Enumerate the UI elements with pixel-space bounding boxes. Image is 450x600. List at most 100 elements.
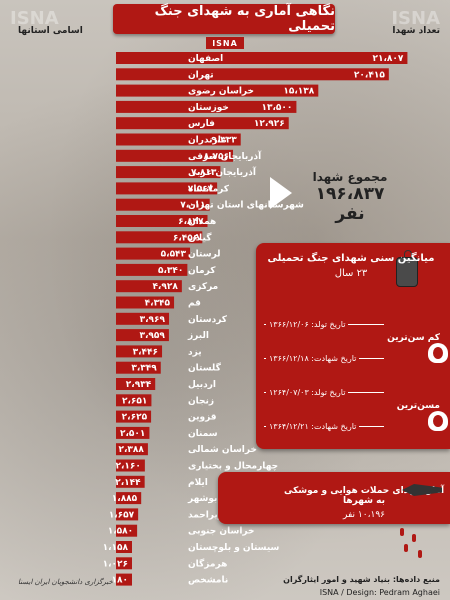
oldest-death-row: تاریخ شهادت: ۱۳۶۴/۱۲/۲۱	[264, 417, 444, 435]
value-label: ۱،۶۵۷	[109, 510, 135, 520]
watermark-left: ISNA	[10, 8, 59, 29]
value-label: ۱،۸۸۵	[112, 494, 138, 504]
category-label: گلستان	[188, 362, 222, 374]
bar-11	[116, 231, 203, 244]
category-label: سیستان و بلوچستان	[188, 543, 280, 553]
category-label: لرستان	[188, 250, 221, 260]
youngest-death: تاریخ شهادت: ۱۳۶۶/۱۲/۱۸	[266, 353, 360, 363]
value-label: ۱۲،۹۲۶	[254, 119, 285, 129]
category-label: گیلان	[188, 231, 212, 243]
category-label: کردستان	[188, 315, 228, 325]
bar-4	[116, 117, 289, 130]
value-label: ۴،۳۴۵	[145, 299, 171, 309]
bar-25	[116, 459, 145, 472]
value-label: ۶،۴۵۶	[173, 233, 198, 243]
value-label: ۳،۹۵۹	[140, 331, 166, 341]
total-value: ۱۹۶،۸۳۷ نفر	[315, 184, 385, 224]
bar-13	[116, 263, 188, 276]
bar-1	[116, 68, 389, 81]
tulip-icon	[428, 343, 448, 363]
jet-icon	[402, 484, 442, 496]
value-label: ۴،۹۲۸	[152, 282, 178, 292]
source-note: منبع داده‌ها: بنیاد شهید و امور ایثارگرا…	[283, 575, 440, 584]
category-label: یزد	[188, 347, 202, 357]
bar-28	[116, 508, 139, 521]
category-label: آذربایجان شرقی	[188, 150, 262, 162]
value-label: ۲۱،۸۰۷	[373, 54, 404, 64]
category-label: شهرستانهای استان تهران	[188, 201, 304, 211]
bar-5	[116, 133, 241, 146]
airstrike-value: ۱۰،۱۹۶ نفر	[343, 510, 385, 520]
dogtag-icon	[396, 250, 418, 287]
category-label: قم	[188, 299, 201, 309]
average-age-label: میانگین سنی شهدای جنگ تحمیلی	[267, 253, 435, 264]
value-label: ۲،۶۲۵	[122, 413, 148, 423]
bar-32	[116, 573, 132, 586]
bar-17	[116, 329, 169, 342]
category-label: چهارمحال و بختیاری	[188, 462, 278, 472]
agency-tag: ISNA	[206, 37, 244, 49]
category-label: تهران	[188, 70, 214, 80]
category-label: مازندران	[188, 136, 227, 146]
oldest-record: تاریخ تولد: ۱۲۶۴/۰۷/۰۳ مسن‌ترین تاریخ شه…	[264, 383, 444, 435]
category-label: فارس	[188, 119, 215, 129]
category-label: خراسان شمالی	[188, 445, 257, 455]
bar-6	[116, 149, 234, 162]
youngest-birth: تاریخ تولد: ۱۳۶۶/۱۲/۰۶	[266, 319, 349, 329]
value-label: ۸،۷۵۶	[204, 152, 229, 162]
info-panel: میانگین سنی شهدای جنگ تحمیلی ۲۳ سال تاری…	[256, 243, 450, 449]
category-label: همدان	[188, 217, 216, 227]
value-label: ۲،۹۳۴	[126, 380, 152, 390]
bar-24	[116, 443, 148, 456]
bar-2	[116, 84, 319, 97]
category-label: خوزستان	[188, 103, 229, 113]
value-label: ۲،۶۵۱	[122, 396, 147, 406]
category-label: قزوین	[188, 413, 217, 423]
category-label: اردبیل	[188, 380, 216, 390]
youngest-birth-row: تاریخ تولد: ۱۳۶۶/۱۲/۰۶	[264, 315, 444, 333]
youngest-death-row: تاریخ شهادت: ۱۳۶۶/۱۲/۱۸	[264, 349, 444, 367]
bar-22	[116, 410, 152, 423]
bar-26	[116, 475, 145, 488]
airstrike-box: آمار شهدای حملات هوایی و موشکی به شهرها …	[218, 472, 450, 524]
value-label: ۲،۱۴۴	[115, 478, 141, 488]
category-label: هرمزگان	[188, 557, 227, 569]
youngest-tag: کم سن‌ترین	[387, 333, 440, 343]
title-banner: نگاهی آماری به شهدای جنگ تحمیلی	[113, 4, 335, 34]
bombs-icon	[398, 528, 428, 568]
oldest-death: تاریخ شهادت: ۱۳۶۴/۱۲/۲۱	[266, 421, 360, 431]
value-label: ۲،۵۰۱	[120, 429, 145, 439]
value-label: ۱۸۰	[112, 576, 128, 586]
category-label: خراسان رضوی	[188, 87, 254, 97]
credit-note: ISNA / Design: Pedram Aghaei	[319, 588, 440, 597]
average-age-box: میانگین سنی شهدای جنگ تحمیلی ۲۳ سال	[266, 253, 436, 303]
bar-31	[116, 557, 132, 570]
oldest-tag: مسن‌ترین	[396, 401, 440, 411]
oldest-birth: تاریخ تولد: ۱۲۶۴/۰۷/۰۳	[266, 387, 349, 397]
value-label: ۵،۳۴۰	[158, 266, 183, 276]
bar-21	[116, 394, 152, 407]
category-label: زنجان	[188, 396, 214, 406]
value-label: ۱۳،۵۰۰	[262, 103, 293, 113]
value-label: ۲۰،۴۱۵	[354, 70, 385, 80]
bar-9	[116, 198, 210, 211]
value-label: ۱،۵۸۰	[108, 527, 133, 537]
value-label: ۷،۰۱۱	[180, 201, 205, 211]
bar-16	[116, 312, 170, 325]
bar-20	[116, 378, 156, 390]
category-label: نامشخص	[188, 576, 228, 586]
page-title: نگاهی آماری به شهدای جنگ تحمیلی	[154, 4, 335, 34]
category-label: آذربایجان غربی	[188, 166, 257, 178]
total-label: مجموع شهدا	[312, 170, 388, 184]
youngest-record: تاریخ تولد: ۱۳۶۶/۱۲/۰۶ کم سن‌ترین تاریخ …	[264, 315, 444, 367]
value-label: ۱۵،۱۳۸	[283, 87, 314, 97]
bar-8	[116, 182, 218, 195]
bar-14	[116, 280, 182, 293]
value-label: ۳،۴۴۶	[133, 347, 158, 357]
value-label: ۶،۸۴۷	[178, 217, 204, 227]
category-label: مرکزی	[188, 282, 218, 292]
signature: خبرگزاری دانشجویان ایران ایسنا	[18, 578, 113, 586]
bar-23	[116, 426, 150, 439]
category-label: بوشهر	[187, 494, 217, 504]
bar-18	[116, 345, 163, 358]
